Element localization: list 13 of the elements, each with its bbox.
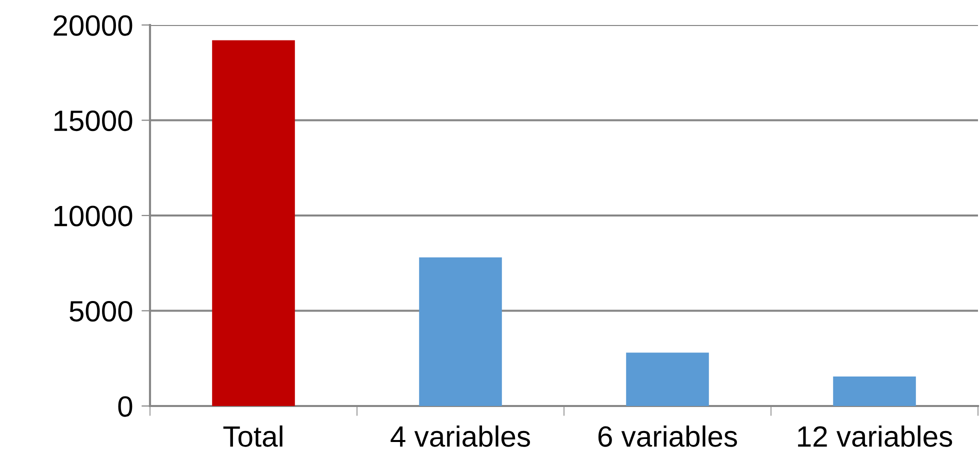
- y-tick-label: 15000: [54, 110, 132, 132]
- y-tick-label: 20000: [54, 15, 132, 36]
- x-tick-label: 6 variables: [598, 425, 737, 447]
- bar: [626, 352, 709, 406]
- x-tick-label: 12 variables: [798, 425, 952, 447]
- y-tick-label: 0: [118, 396, 132, 417]
- bar: [212, 40, 295, 406]
- x-tick-label: Total: [223, 425, 282, 447]
- x-tick-label: 4 variables: [390, 425, 530, 447]
- y-tick-label: 10000: [54, 206, 132, 226]
- bar: [833, 376, 916, 406]
- y-tick-label: 5000: [70, 300, 132, 322]
- bar: [419, 257, 502, 406]
